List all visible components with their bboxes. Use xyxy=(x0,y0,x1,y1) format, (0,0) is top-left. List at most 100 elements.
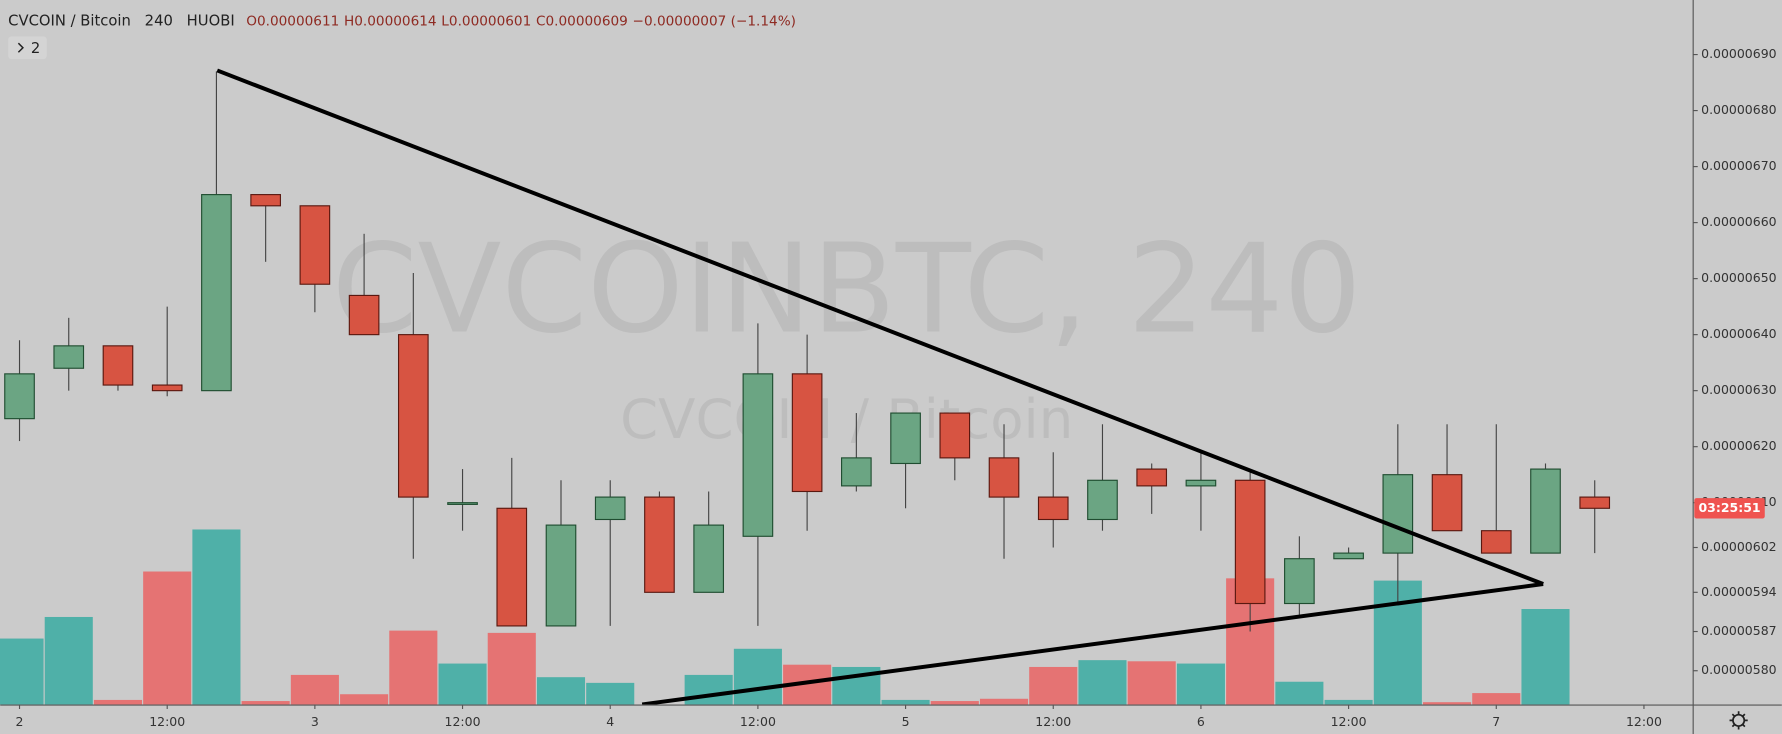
candle-body xyxy=(841,457,872,487)
candle-body xyxy=(594,496,626,521)
volume-bar xyxy=(192,529,241,705)
candle-body xyxy=(1382,474,1414,554)
y-tick-label: 0.00000620 xyxy=(1701,438,1777,453)
countdown-label: 03:25:51 xyxy=(1698,500,1760,515)
candle-body xyxy=(742,373,774,537)
x-tick-label: 12:00 xyxy=(740,714,776,729)
volume-bar xyxy=(733,648,782,705)
x-tick-label: 5 xyxy=(902,714,910,729)
volume-bar xyxy=(1324,699,1373,705)
symbol: CVCOIN / Bitcoin xyxy=(8,13,131,30)
candle-body xyxy=(53,345,85,369)
volume-bar xyxy=(143,571,192,705)
volume-bar xyxy=(44,616,93,705)
watermark-subtitle: CVCOIN / Bitcoin xyxy=(620,387,1073,451)
high-value: H0.00000614 xyxy=(344,14,437,30)
toggle-box[interactable] xyxy=(8,36,47,60)
indicator-count: 2 xyxy=(31,40,40,57)
y-tick-label: 0.00000660 xyxy=(1701,214,1777,229)
y-tick-label: 0.00000650 xyxy=(1701,270,1777,285)
x-tick-label: 4 xyxy=(606,714,614,729)
indicators-toggle[interactable]: 2 xyxy=(8,36,47,60)
volume-bar xyxy=(1275,681,1324,705)
watermark-title: CVCOINBTC, 240 xyxy=(332,217,1362,360)
settings-icon[interactable] xyxy=(1729,711,1748,730)
candle-body xyxy=(4,373,35,420)
x-tick-label: 12:00 xyxy=(445,714,481,729)
volume-bar xyxy=(930,701,979,705)
volume-bar xyxy=(290,674,339,705)
candle-body xyxy=(1530,468,1561,554)
trend-line[interactable] xyxy=(216,68,1544,586)
volume-bar xyxy=(1472,693,1521,705)
x-tick-label: 12:00 xyxy=(1626,714,1662,729)
candle-body xyxy=(151,384,183,392)
y-tick-label: 0.00000640 xyxy=(1701,326,1777,341)
candle-body xyxy=(102,345,134,386)
candle-body xyxy=(299,205,331,285)
candle-body xyxy=(1431,474,1463,532)
x-tick-label: 12:00 xyxy=(1035,714,1071,729)
candle-body xyxy=(545,524,577,627)
x-tick-label: 2 xyxy=(16,714,24,729)
candle-body xyxy=(250,194,281,207)
x-tick-label: 7 xyxy=(1492,714,1500,729)
candle-body xyxy=(890,412,921,465)
drawings xyxy=(216,68,1544,707)
candle-body xyxy=(1234,479,1266,605)
y-tick-label: 0.00000594 xyxy=(1701,584,1777,599)
trend-line[interactable] xyxy=(641,582,1544,707)
volume-bar xyxy=(1127,661,1176,705)
candle-body xyxy=(201,194,232,392)
close-value: C0.00000609 xyxy=(536,14,628,30)
candle-body xyxy=(397,334,429,498)
candle-body xyxy=(791,373,823,493)
x-tick-label: 6 xyxy=(1197,714,1205,729)
volume-bar xyxy=(536,677,586,705)
candle-body xyxy=(348,294,380,336)
volume-bar xyxy=(487,632,536,705)
y-tick-label: 0.00000680 xyxy=(1701,102,1777,117)
candle-body xyxy=(1037,496,1069,521)
volume-bar xyxy=(389,630,438,705)
candle-body xyxy=(644,496,675,593)
y-tick-label: 0.00000690 xyxy=(1701,46,1777,61)
volume-bar xyxy=(881,699,930,705)
volume-bar xyxy=(1176,663,1225,705)
candle-body xyxy=(693,524,725,593)
x-tick-label: 12:00 xyxy=(1331,714,1367,729)
candle-body xyxy=(1480,530,1512,554)
change-value: −0.00000007 (−1.14%) xyxy=(633,14,796,30)
interval: 240 xyxy=(145,13,173,30)
candle-body xyxy=(1579,496,1611,509)
price-axis xyxy=(1693,0,1782,734)
candle-body xyxy=(447,502,478,505)
x-tick-label: 12:00 xyxy=(149,714,185,729)
gear-teeth xyxy=(1729,711,1748,730)
volume-bar xyxy=(241,701,290,705)
candle-body xyxy=(939,412,971,459)
y-tick-label: 0.00000587 xyxy=(1701,623,1776,638)
volume-bar xyxy=(340,694,389,705)
x-tick-label: 3 xyxy=(311,714,319,729)
header: CVCOIN / Bitcoin 240 HUOBI O0.00000611 H… xyxy=(8,13,796,30)
exchange: HUOBI xyxy=(187,13,235,30)
volume-bar xyxy=(979,698,1029,705)
candle-body xyxy=(1087,479,1118,521)
candle-body xyxy=(1333,552,1364,560)
watermark: CVCOINBTC, 240 CVCOIN / Bitcoin xyxy=(332,217,1362,450)
candle-body xyxy=(496,507,528,627)
volume-bar xyxy=(1078,660,1127,705)
volume-bar xyxy=(1029,666,1078,705)
candle-body xyxy=(988,457,1020,498)
candle-body xyxy=(1284,558,1315,605)
volume-bar xyxy=(586,682,635,705)
volume-bar xyxy=(684,674,733,705)
y-tick-label: 0.00000630 xyxy=(1701,382,1777,397)
y-tick-label: 0.00000580 xyxy=(1701,662,1777,677)
candle-body xyxy=(1185,479,1217,487)
volume-bar xyxy=(1521,609,1570,705)
